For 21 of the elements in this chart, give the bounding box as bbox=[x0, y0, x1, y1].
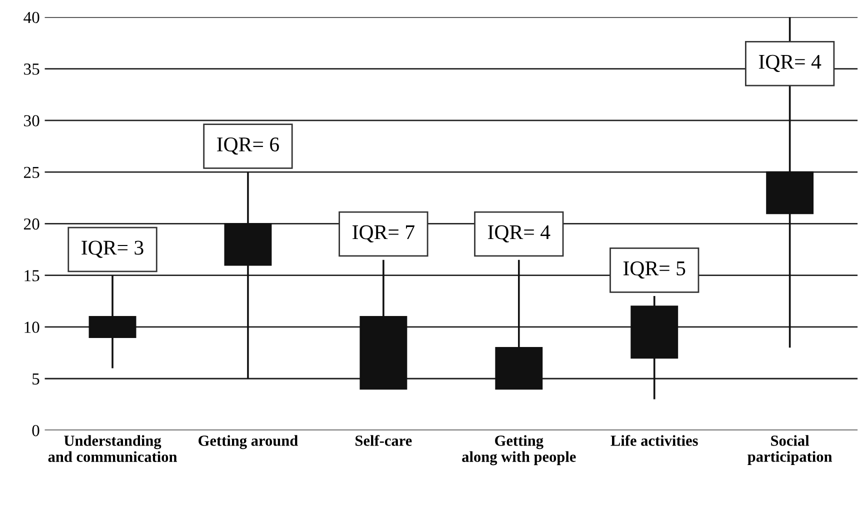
x-tick-label: Life activities bbox=[610, 434, 698, 446]
x-tick-label: Social participation bbox=[748, 435, 832, 465]
annotation: IQR= 6 bbox=[217, 137, 279, 155]
y-tick-label: 10 bbox=[24, 322, 40, 333]
x-tick-label: Self-care bbox=[356, 434, 412, 446]
x-tick-label: Understanding and communication bbox=[48, 435, 177, 462]
y-tick-label: 25 bbox=[24, 166, 40, 178]
x-tick-label: Getting around bbox=[198, 435, 298, 450]
y-tick-label: 35 bbox=[24, 64, 40, 75]
y-tick-label: 15 bbox=[24, 270, 40, 282]
annotation: IQR= 7 bbox=[352, 225, 414, 242]
annotation: IQR= 3 bbox=[82, 240, 144, 258]
annotation: IQR= 4 bbox=[488, 225, 550, 242]
x-tick-label: Getting along with people bbox=[462, 435, 576, 466]
y-tick-label: 30 bbox=[24, 115, 40, 126]
y-tick-label: 40 bbox=[24, 12, 40, 24]
y-tick-label: 20 bbox=[24, 218, 40, 230]
annotation: IQR= 4 bbox=[758, 54, 822, 72]
y-tick-label: 0 bbox=[32, 424, 40, 436]
annotation: IQR= 5 bbox=[623, 261, 686, 279]
y-tick-label: 5 bbox=[32, 373, 40, 385]
